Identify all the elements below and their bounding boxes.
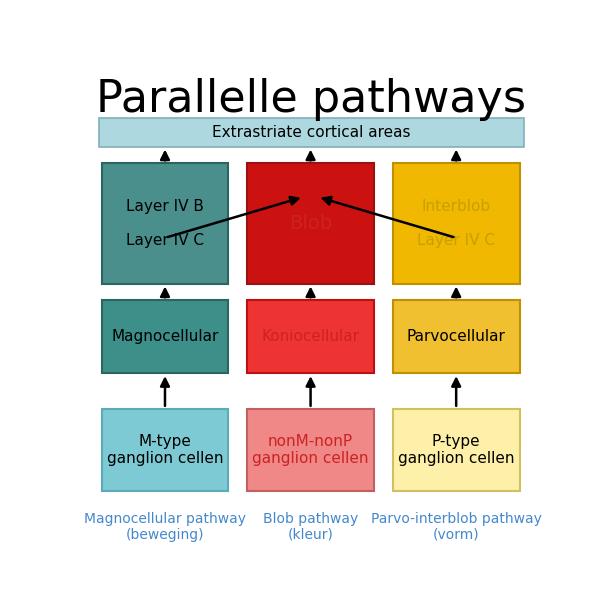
FancyBboxPatch shape — [393, 163, 519, 284]
FancyBboxPatch shape — [102, 300, 228, 373]
Text: P-type
ganglion cellen: P-type ganglion cellen — [398, 434, 514, 466]
Text: Blob pathway
(kleur): Blob pathway (kleur) — [263, 512, 358, 542]
Text: Koniocellular: Koniocellular — [262, 329, 359, 345]
Text: Parallelle pathways: Parallelle pathways — [96, 78, 525, 121]
FancyBboxPatch shape — [247, 163, 374, 284]
Text: Extrastriate cortical areas: Extrastriate cortical areas — [213, 125, 411, 140]
Text: Magnocellular: Magnocellular — [112, 329, 219, 345]
FancyBboxPatch shape — [393, 409, 519, 491]
FancyBboxPatch shape — [99, 118, 524, 147]
FancyBboxPatch shape — [247, 409, 374, 491]
Text: Blob: Blob — [289, 214, 332, 233]
FancyBboxPatch shape — [247, 300, 374, 373]
Text: M-type
ganglion cellen: M-type ganglion cellen — [107, 434, 223, 466]
Text: Parvo-interblob pathway
(vorm): Parvo-interblob pathway (vorm) — [371, 512, 542, 542]
Text: Interblob

Layer IV C: Interblob Layer IV C — [417, 199, 495, 248]
Text: Parvocellular: Parvocellular — [407, 329, 505, 345]
Text: nonM-nonP
ganglion cellen: nonM-nonP ganglion cellen — [252, 434, 369, 466]
FancyBboxPatch shape — [102, 409, 228, 491]
FancyBboxPatch shape — [393, 300, 519, 373]
Text: Magnocellular pathway
(beweging): Magnocellular pathway (beweging) — [84, 512, 246, 542]
Text: Layer IV B

Layer IV C: Layer IV B Layer IV C — [126, 199, 204, 248]
FancyBboxPatch shape — [102, 163, 228, 284]
